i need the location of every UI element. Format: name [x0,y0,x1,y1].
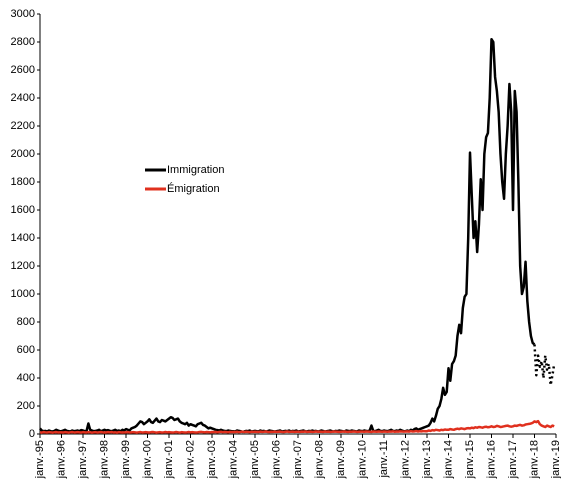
x-tick-label: janv.-12 [399,440,411,479]
series-line [533,344,556,387]
x-tick-label: janv.-19 [550,440,561,479]
y-tick-label: 2200 [11,120,35,132]
y-tick-label: 2000 [11,148,35,160]
x-tick-label: janv.-11 [378,440,390,479]
y-tick-label: 3000 [11,8,35,20]
x-tick-label: janv.-09 [335,440,347,479]
legend-label: Émigration [167,182,220,195]
series-line [39,37,536,434]
x-tick-label: janv.-06 [270,440,282,479]
x-tick-label: janv.-01 [163,440,175,479]
y-tick-label: 1600 [11,204,35,216]
y-tick-label: 1000 [11,288,35,300]
x-tick-label: janv.-00 [141,440,153,479]
y-tick-label: 0 [29,428,35,440]
x-tick-label: janv.-96 [55,440,67,479]
x-tick-label: janv.-04 [227,440,239,479]
x-tick-label: janv.-07 [292,440,304,479]
x-tick-label: janv.-13 [421,440,433,479]
y-tick-label: 200 [17,400,35,412]
y-tick-label: 2800 [11,36,35,48]
y-tick-label: 1400 [11,232,35,244]
x-tick-label: janv.-05 [249,440,261,479]
x-tick-label: janv.-18 [528,440,540,479]
series-line [39,419,555,434]
x-tick-label: janv.-15 [464,440,476,479]
y-tick-label: 1800 [11,176,35,188]
legend-label: Immigration [167,164,224,176]
x-tick-label: janv.-98 [98,440,110,479]
x-tick-label: janv.-14 [442,440,454,479]
y-tick-label: 2400 [11,92,35,104]
y-tick-label: 2600 [11,64,35,76]
x-tick-label: janv.-17 [507,440,519,479]
x-tick-label: janv.-10 [356,440,368,479]
y-tick-label: 800 [17,316,35,328]
x-tick-label: janv.-97 [77,440,89,479]
x-tick-label: janv.-99 [120,440,132,479]
y-tick-label: 1200 [11,260,35,272]
x-tick-label: janv.-08 [313,440,325,479]
y-tick-label: 600 [17,344,35,356]
x-tick-label: janv.-02 [184,440,196,479]
x-tick-label: janv.-16 [485,440,497,479]
y-tick-label: 400 [17,372,35,384]
x-tick-label: janv.-95 [34,440,46,479]
x-tick-label: janv.-03 [206,440,218,479]
